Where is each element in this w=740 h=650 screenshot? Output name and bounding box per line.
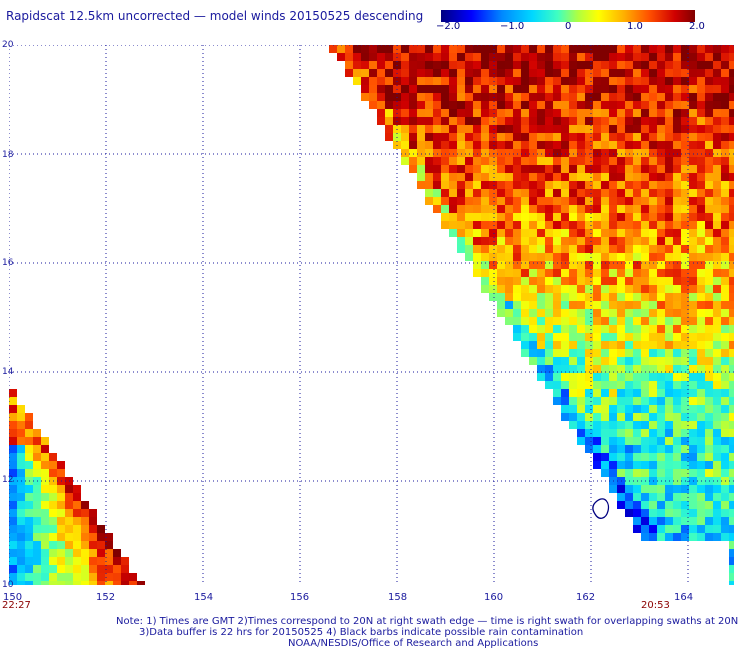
wind-cells <box>9 45 734 585</box>
right-swath-time: 20:53 <box>641 600 670 611</box>
colorbar-tick: 2.0 <box>689 21 705 32</box>
lat-label: 18 <box>2 150 14 160</box>
lat-label: 20 <box>2 40 14 50</box>
colorbar-tick: −2.0 <box>436 21 461 32</box>
lon-label: 152 <box>96 592 116 603</box>
footnote-line-1: Note: 1) Times are GMT 2)Times correspon… <box>116 616 739 627</box>
colorbar-tick: 0 <box>565 21 572 32</box>
lon-label: 154 <box>194 592 214 603</box>
colorbar <box>441 10 695 22</box>
lat-label: 14 <box>2 367 14 377</box>
island-outline <box>592 498 610 519</box>
wind-difference-map <box>9 45 734 585</box>
lon-label: 162 <box>576 592 596 603</box>
footnote-line-2: 3)Data buffer is 22 hrs for 20150525 4) … <box>139 627 584 638</box>
lon-label: 160 <box>484 592 504 603</box>
colorbar-tick: 1.0 <box>627 21 643 32</box>
left-swath-time: 22:27 <box>2 600 31 611</box>
graticule <box>9 45 734 585</box>
lon-label: 158 <box>388 592 408 603</box>
map-title: Rapidscat 12.5km uncorrected — model win… <box>6 9 424 23</box>
lat-label: 10 <box>2 580 14 590</box>
lat-label: 16 <box>2 258 14 268</box>
lon-label: 164 <box>674 592 694 603</box>
colorbar-tick: −1.0 <box>500 21 525 32</box>
lon-label: 150 <box>3 592 23 603</box>
lat-label: 12 <box>2 475 14 485</box>
footnote-credit: NOAA/NESDIS/Office of Research and Appli… <box>288 638 539 649</box>
lon-label: 156 <box>290 592 310 603</box>
